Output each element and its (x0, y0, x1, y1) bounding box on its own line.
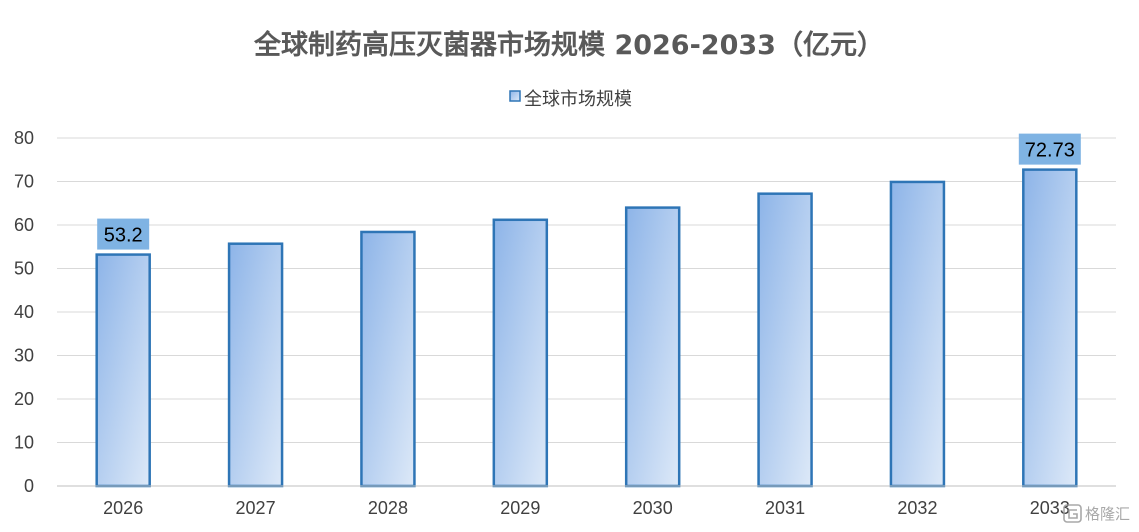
y-tick-label: 10 (14, 433, 34, 453)
y-tick-label: 60 (14, 215, 34, 235)
data-label: 53.2 (104, 225, 143, 247)
watermark: 格隆汇 (1063, 504, 1130, 523)
legend-label: 全球市场规模 (524, 89, 632, 110)
bars (95, 168, 1078, 488)
bar (624, 206, 681, 488)
chart-title: 全球制药高压灭菌器市场规模 2026-2033（亿元） (253, 29, 884, 61)
bar (889, 180, 946, 488)
x-tick-label: 2026 (103, 498, 143, 518)
y-axis: 0 10 20 30 40 50 60 70 80 (14, 128, 34, 496)
y-tick-label: 40 (14, 302, 34, 322)
x-axis: 2026 2027 2028 2029 2030 2031 2032 2033 (57, 485, 1116, 518)
data-label-box (97, 218, 150, 250)
bar (492, 218, 549, 488)
bar (1022, 168, 1078, 488)
bar (757, 192, 813, 488)
data-label-box (1018, 133, 1081, 165)
y-tick-label: 30 (14, 346, 34, 366)
x-tick-label: 2028 (368, 498, 408, 518)
x-tick-label: 2031 (765, 498, 805, 518)
y-tick-label: 0 (24, 476, 34, 496)
bar (95, 253, 151, 488)
y-tick-label: 50 (14, 259, 34, 279)
x-tick-label: 2027 (236, 498, 276, 518)
legend-swatch (509, 90, 521, 102)
watermark-text: 格隆汇 (1085, 505, 1130, 523)
data-labels: 53.2 72.73 (97, 133, 1081, 250)
y-tick-label: 70 (14, 172, 34, 192)
x-tick-label: 2032 (897, 498, 937, 518)
x-tick-label: 2033 (1030, 498, 1070, 518)
x-tick-label: 2030 (633, 498, 673, 518)
grid-lines (57, 137, 1116, 487)
bar (360, 230, 416, 488)
legend: 全球市场规模 (509, 89, 632, 110)
bar (227, 242, 284, 488)
data-label: 72.73 (1025, 140, 1075, 162)
glh-logo-icon (1063, 504, 1082, 523)
y-tick-label: 80 (14, 128, 34, 148)
y-tick-label: 20 (14, 389, 34, 409)
x-tick-label: 2029 (500, 498, 540, 518)
